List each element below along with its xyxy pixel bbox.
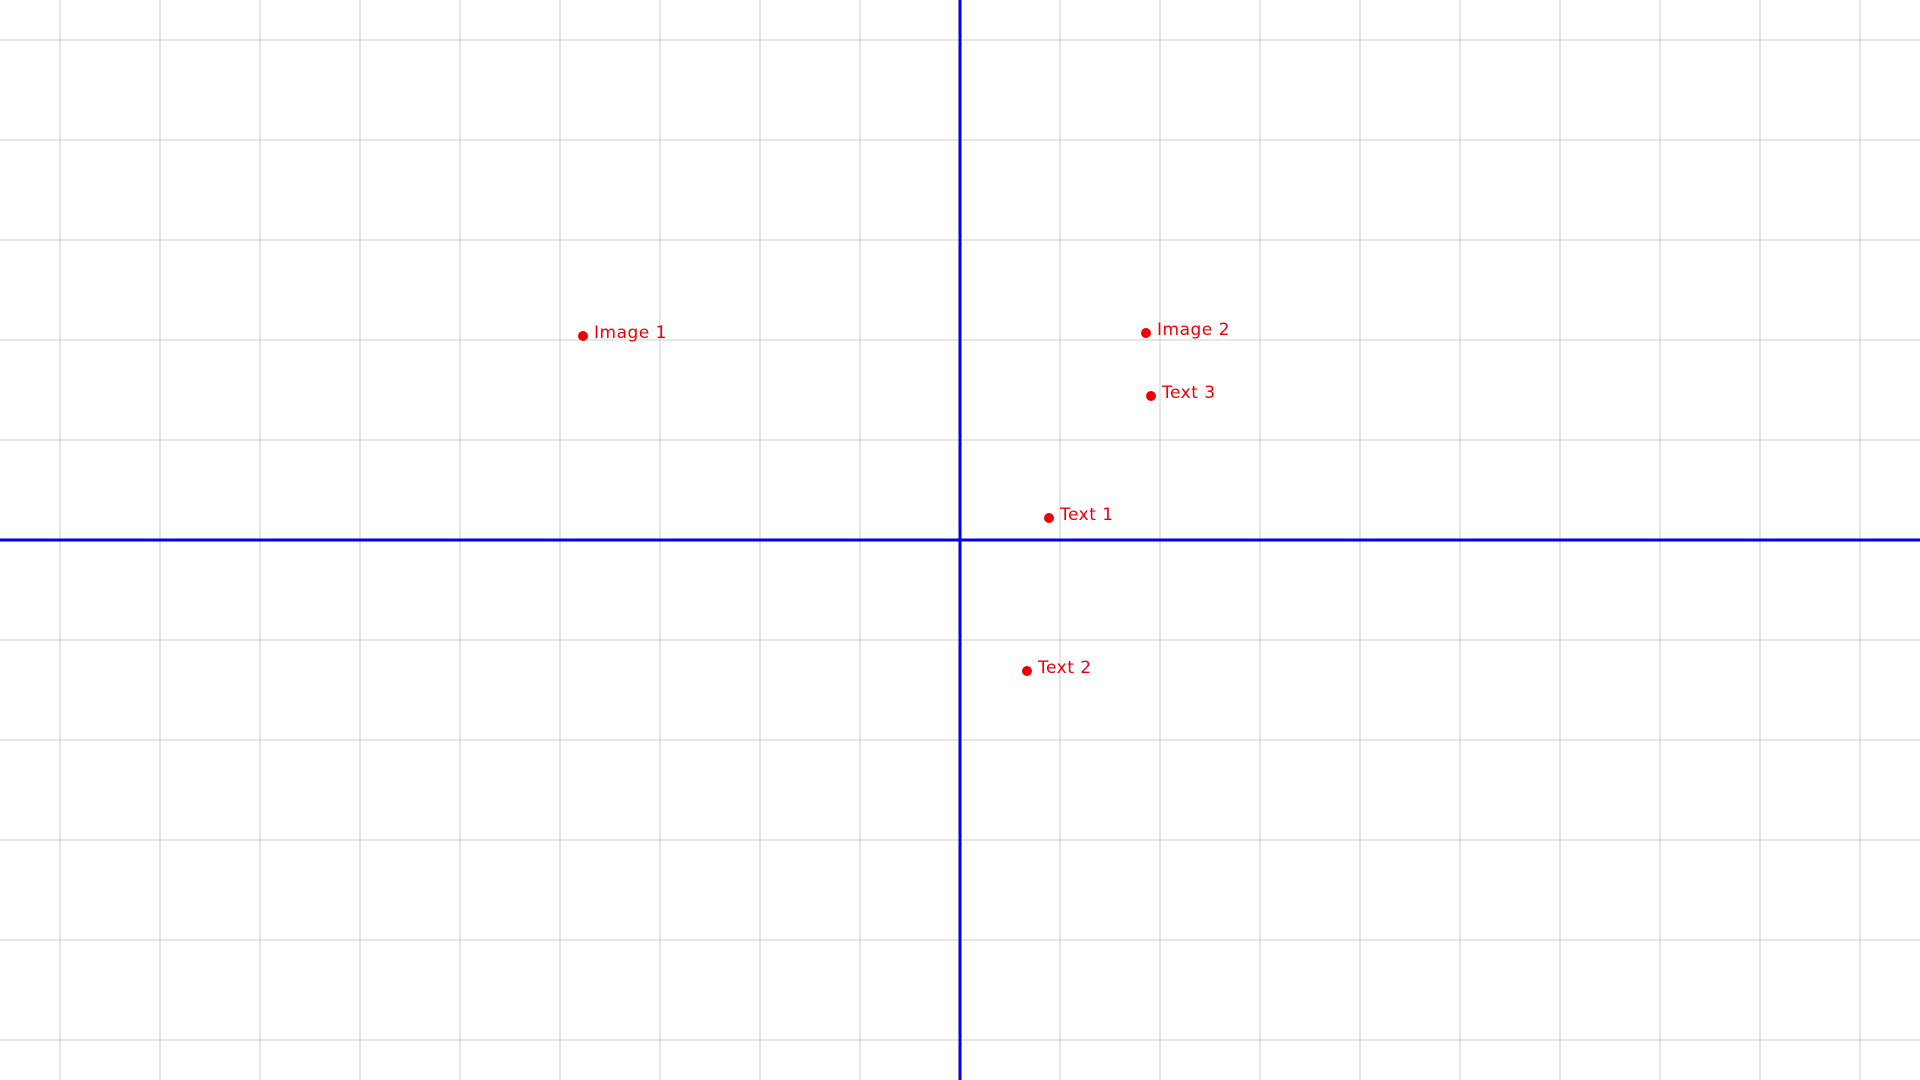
data-point-group: Text 2 <box>1022 658 1092 678</box>
data-point <box>1141 328 1151 338</box>
data-point <box>1022 666 1032 676</box>
data-point <box>1044 513 1054 523</box>
data-point-group: Text 3 <box>1146 383 1216 403</box>
data-point-group: Image 2 <box>1141 320 1230 340</box>
data-point-label: Image 2 <box>1157 320 1230 340</box>
data-point <box>578 331 588 341</box>
data-points: Image 1 Image 2 Text 3 Text 1 Text 2 <box>578 320 1230 678</box>
data-point-label: Text 1 <box>1059 505 1114 525</box>
data-point <box>1146 391 1156 401</box>
data-point-group: Text 1 <box>1044 505 1114 525</box>
data-point-label: Text 2 <box>1037 658 1092 678</box>
data-point-label: Image 1 <box>594 323 667 343</box>
data-point-group: Image 1 <box>578 323 667 343</box>
data-point-label: Text 3 <box>1161 383 1216 403</box>
